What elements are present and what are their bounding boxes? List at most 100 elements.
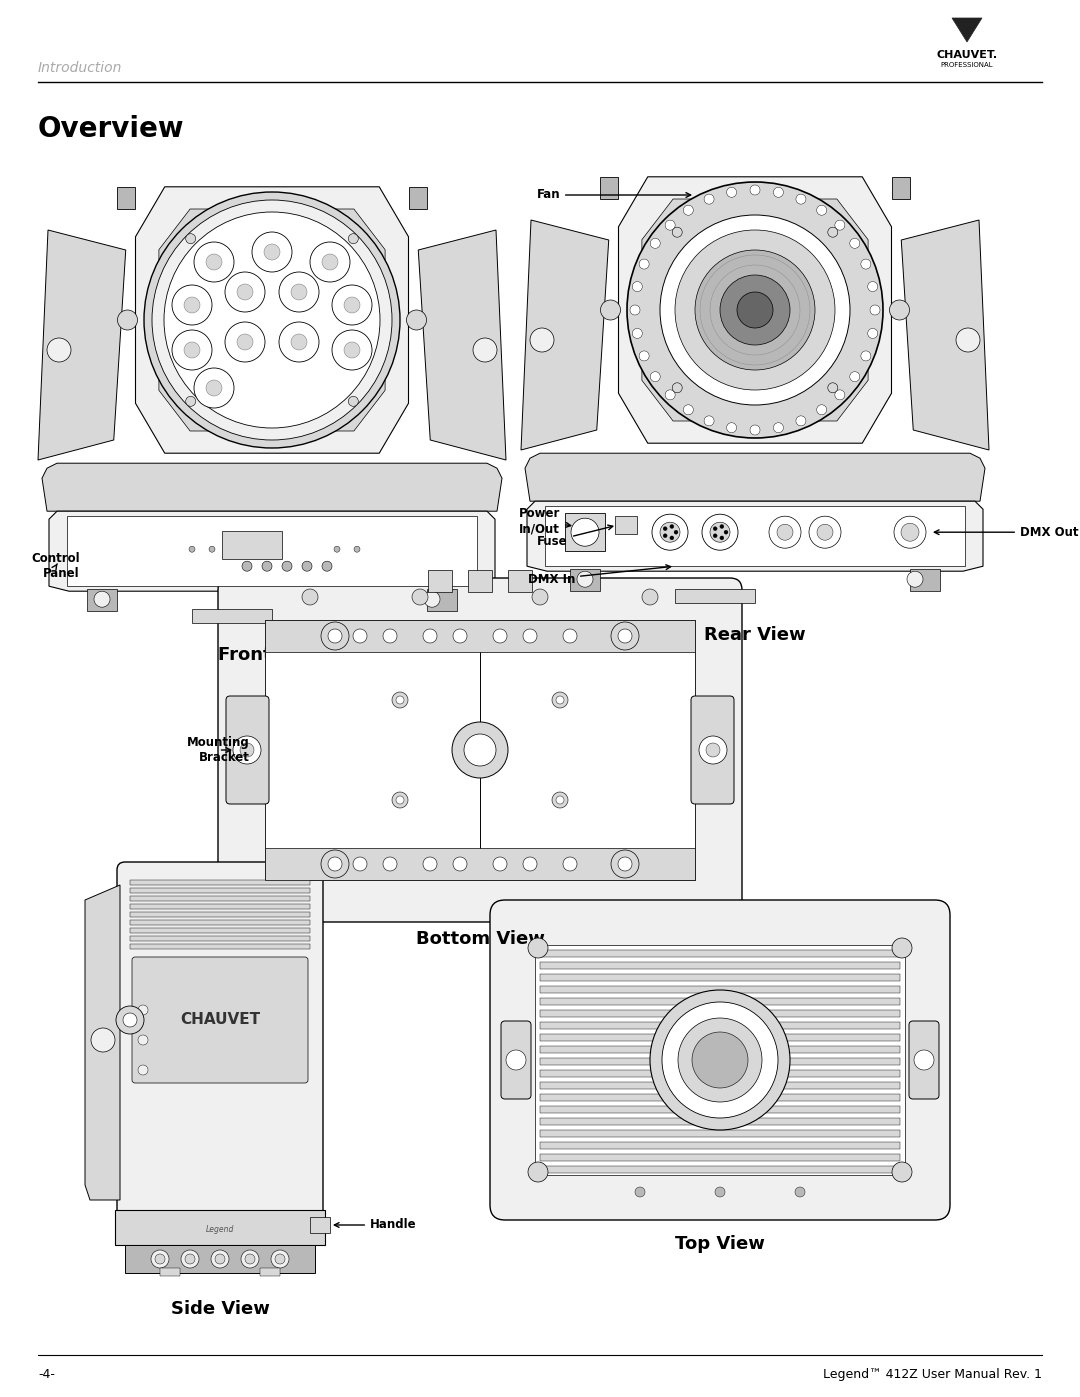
Circle shape bbox=[334, 546, 340, 552]
Circle shape bbox=[241, 1250, 259, 1268]
Bar bbox=[130, 944, 310, 949]
Text: PROFESSIONAL: PROFESSIONAL bbox=[941, 61, 994, 68]
Polygon shape bbox=[642, 198, 868, 420]
Bar bbox=[540, 1166, 900, 1173]
Circle shape bbox=[769, 517, 801, 548]
Circle shape bbox=[138, 1065, 148, 1076]
Circle shape bbox=[650, 372, 660, 381]
Text: Front View: Front View bbox=[218, 647, 326, 664]
Bar bbox=[675, 590, 755, 604]
Circle shape bbox=[867, 328, 878, 338]
Text: Introduction: Introduction bbox=[38, 61, 122, 75]
Circle shape bbox=[795, 1187, 805, 1197]
Circle shape bbox=[184, 342, 200, 358]
FancyBboxPatch shape bbox=[501, 1021, 531, 1099]
Circle shape bbox=[321, 622, 349, 650]
Circle shape bbox=[264, 244, 280, 260]
Circle shape bbox=[627, 182, 883, 439]
Circle shape bbox=[674, 531, 678, 534]
Bar bbox=[535, 944, 905, 1175]
Circle shape bbox=[349, 233, 359, 243]
Circle shape bbox=[237, 334, 253, 351]
Bar bbox=[130, 936, 310, 942]
Circle shape bbox=[720, 524, 724, 528]
Circle shape bbox=[302, 562, 312, 571]
Circle shape bbox=[396, 796, 404, 805]
Circle shape bbox=[563, 856, 577, 870]
Circle shape bbox=[890, 300, 909, 320]
Circle shape bbox=[796, 416, 806, 426]
Circle shape bbox=[870, 305, 880, 314]
Circle shape bbox=[144, 191, 400, 448]
Bar bbox=[540, 974, 900, 981]
Circle shape bbox=[328, 856, 342, 870]
Bar bbox=[600, 177, 618, 198]
Circle shape bbox=[699, 736, 727, 764]
Circle shape bbox=[571, 518, 599, 546]
Text: Power
In/Out: Power In/Out bbox=[518, 507, 570, 535]
Bar bbox=[265, 620, 696, 880]
Text: Legend: Legend bbox=[206, 1225, 234, 1234]
Circle shape bbox=[662, 1002, 778, 1118]
Bar bbox=[508, 570, 532, 592]
Circle shape bbox=[194, 242, 234, 282]
Circle shape bbox=[635, 1187, 645, 1197]
Circle shape bbox=[663, 527, 667, 531]
Circle shape bbox=[116, 1006, 144, 1034]
Circle shape bbox=[392, 792, 408, 807]
Circle shape bbox=[206, 380, 222, 395]
Text: Fan: Fan bbox=[537, 189, 691, 201]
Circle shape bbox=[210, 546, 215, 552]
Circle shape bbox=[675, 231, 835, 390]
Polygon shape bbox=[901, 219, 989, 450]
Bar bbox=[160, 1268, 180, 1275]
Circle shape bbox=[684, 205, 693, 215]
Bar bbox=[540, 1130, 900, 1137]
Circle shape bbox=[225, 272, 265, 312]
Circle shape bbox=[392, 692, 408, 708]
Circle shape bbox=[750, 425, 760, 434]
Circle shape bbox=[473, 338, 497, 362]
Circle shape bbox=[194, 367, 234, 408]
Bar bbox=[117, 187, 135, 208]
Circle shape bbox=[773, 423, 783, 433]
FancyBboxPatch shape bbox=[490, 900, 950, 1220]
Polygon shape bbox=[527, 502, 983, 571]
Circle shape bbox=[639, 351, 649, 360]
Circle shape bbox=[186, 233, 195, 243]
Circle shape bbox=[720, 275, 789, 345]
Circle shape bbox=[704, 194, 714, 204]
Circle shape bbox=[678, 1018, 762, 1102]
Bar bbox=[540, 1058, 900, 1065]
Circle shape bbox=[185, 1255, 195, 1264]
Circle shape bbox=[237, 284, 253, 300]
Circle shape bbox=[652, 514, 688, 550]
Circle shape bbox=[291, 334, 307, 351]
Bar bbox=[130, 880, 310, 886]
Circle shape bbox=[353, 856, 367, 870]
Circle shape bbox=[291, 284, 307, 300]
Circle shape bbox=[206, 254, 222, 270]
Circle shape bbox=[665, 221, 675, 231]
Circle shape bbox=[809, 517, 841, 548]
Circle shape bbox=[861, 351, 870, 360]
Circle shape bbox=[914, 1051, 934, 1070]
Circle shape bbox=[523, 856, 537, 870]
Circle shape bbox=[650, 239, 660, 249]
Circle shape bbox=[702, 514, 738, 550]
Text: Legend™ 412Z User Manual Rev. 1: Legend™ 412Z User Manual Rev. 1 bbox=[823, 1368, 1042, 1382]
Polygon shape bbox=[619, 177, 891, 443]
Bar bbox=[615, 517, 637, 534]
Circle shape bbox=[639, 258, 649, 270]
Circle shape bbox=[322, 562, 332, 571]
Circle shape bbox=[211, 1250, 229, 1268]
Circle shape bbox=[91, 1028, 114, 1052]
Circle shape bbox=[892, 937, 912, 958]
Bar bbox=[540, 986, 900, 993]
Circle shape bbox=[233, 736, 261, 764]
Circle shape bbox=[396, 696, 404, 704]
Circle shape bbox=[750, 184, 760, 196]
Bar bbox=[565, 513, 605, 552]
Circle shape bbox=[282, 562, 292, 571]
Circle shape bbox=[507, 1051, 526, 1070]
